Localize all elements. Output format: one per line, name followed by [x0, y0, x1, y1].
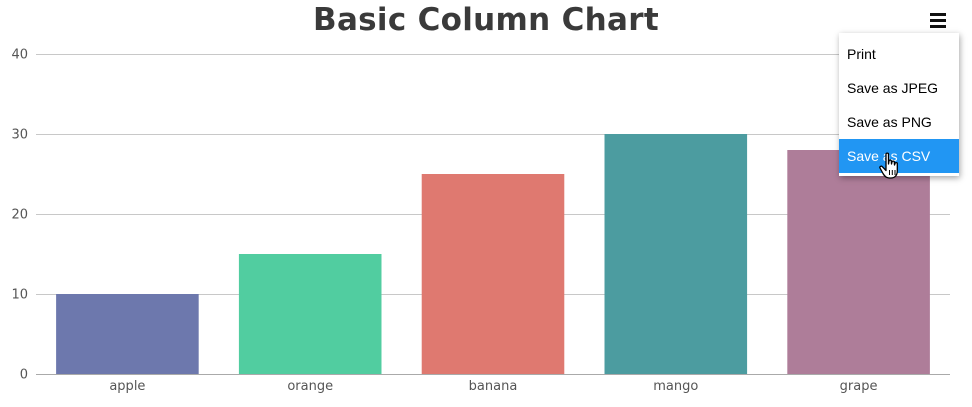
- bar-apple: [56, 294, 199, 374]
- y-tick-label: 10: [11, 288, 28, 303]
- chart-title: Basic Column Chart: [313, 2, 659, 38]
- hand-cursor-icon: [879, 152, 898, 179]
- menu-item-save-csv[interactable]: Save as CSV: [839, 139, 959, 173]
- menu-item-save-png[interactable]: Save as PNG: [847, 114, 932, 130]
- hamburger-menu-icon[interactable]: [926, 11, 950, 31]
- bar-orange: [238, 254, 382, 374]
- x-tick-label: apple: [109, 379, 145, 394]
- x-axis: apple orange banana mango grape: [109, 379, 877, 394]
- bar-mango: [604, 134, 748, 374]
- export-menu: Print Save as JPEG Save as PNG Save as C…: [839, 33, 959, 176]
- x-tick-label: banana: [469, 379, 518, 394]
- y-tick-label: 0: [20, 368, 28, 383]
- bars: [56, 134, 930, 374]
- x-tick-label: mango: [653, 379, 698, 394]
- y-tick-label: 30: [11, 128, 28, 143]
- bar-banana: [421, 174, 565, 374]
- menu-item-save-jpeg[interactable]: Save as JPEG: [847, 80, 939, 96]
- y-axis: 0 10 20 30 40: [11, 48, 28, 383]
- bar-grape: [787, 150, 930, 374]
- x-tick-label: grape: [840, 379, 878, 394]
- x-tick-label: orange: [287, 379, 333, 394]
- y-tick-label: 40: [11, 48, 28, 63]
- y-tick-label: 20: [11, 208, 28, 223]
- menu-item-print[interactable]: Print: [847, 46, 876, 62]
